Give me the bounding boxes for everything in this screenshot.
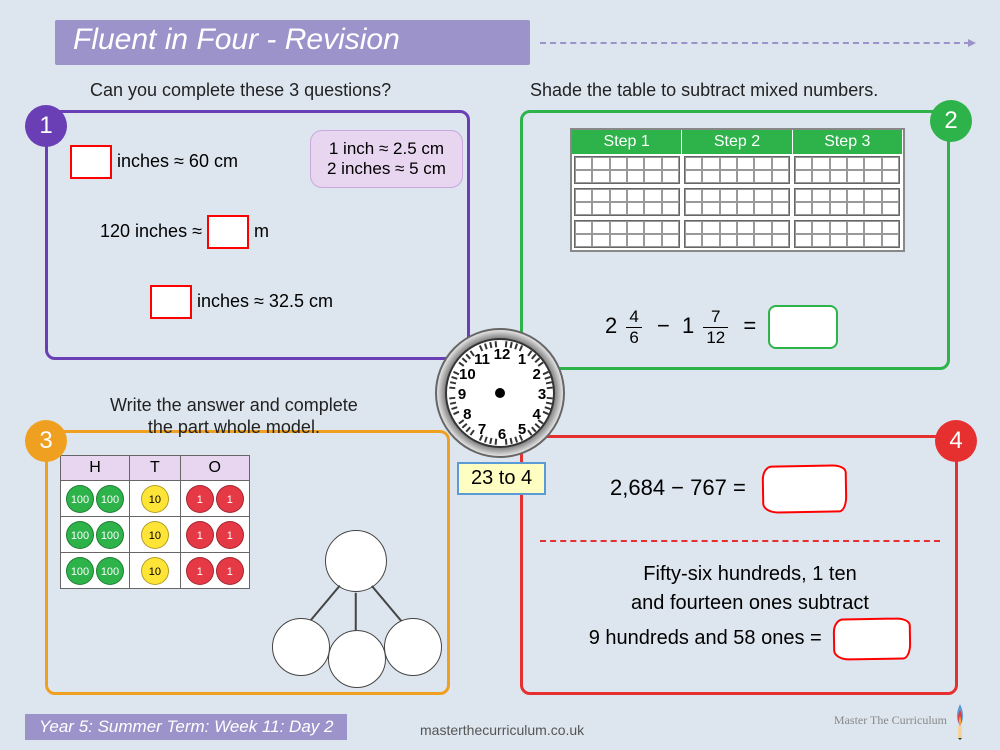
badge-3: 3 bbox=[25, 420, 67, 462]
panel1-line1: inches ≈ 60 cm bbox=[70, 145, 238, 179]
grid-body bbox=[572, 154, 903, 250]
badge-4: 4 bbox=[935, 420, 977, 462]
grid-block[interactable] bbox=[684, 220, 790, 248]
eq-eq: = bbox=[737, 313, 762, 338]
grid-block[interactable] bbox=[574, 220, 680, 248]
panel4-worded: Fifty-six hundreds, 1 ten and fourteen o… bbox=[560, 560, 940, 660]
answer-box-2[interactable] bbox=[768, 305, 838, 349]
coin-100: 100 bbox=[66, 485, 94, 513]
panel4-eq1: 2,684 − 767 = bbox=[610, 465, 847, 513]
coin-10: 10 bbox=[141, 557, 169, 585]
footer: Year 5: Summer Term: Week 11: Day 2 bbox=[25, 714, 347, 740]
answer-box-1b[interactable] bbox=[207, 215, 249, 249]
grid-block[interactable] bbox=[684, 156, 790, 184]
time-label: 23 to 4 bbox=[457, 462, 546, 495]
answer-box-4a[interactable] bbox=[762, 464, 848, 513]
coin-10: 10 bbox=[141, 521, 169, 549]
step1-header: Step 1 bbox=[572, 130, 682, 154]
grid-block[interactable] bbox=[794, 156, 900, 184]
logo: Master The Curriculum bbox=[834, 702, 970, 740]
clock-num-12: 12 bbox=[492, 346, 512, 363]
step2-header: Step 2 bbox=[682, 130, 792, 154]
grid-block[interactable] bbox=[574, 188, 680, 216]
pw-line2 bbox=[355, 593, 357, 633]
coin-10: 10 bbox=[141, 485, 169, 513]
grid-block[interactable] bbox=[684, 188, 790, 216]
coin-100: 100 bbox=[96, 521, 124, 549]
hto-table: H T O 100100101110010010111001001011 bbox=[60, 455, 250, 589]
panel1-line3: inches ≈ 32.5 cm bbox=[150, 285, 333, 319]
answer-box-1c[interactable] bbox=[150, 285, 192, 319]
site-url: masterthecurriculum.co.uk bbox=[420, 722, 584, 738]
grid-block[interactable] bbox=[574, 156, 680, 184]
coin-1: 1 bbox=[186, 521, 214, 549]
step-table: Step 1 Step 2 Step 3 bbox=[570, 128, 905, 252]
pw-part3[interactable] bbox=[384, 618, 442, 676]
pw-whole[interactable] bbox=[325, 530, 387, 592]
line2-suffix: m bbox=[254, 221, 269, 241]
badge-1: 1 bbox=[25, 105, 67, 147]
clock: 123456789101112 bbox=[435, 328, 565, 458]
hto-o: O bbox=[180, 456, 249, 481]
clock-center-dot bbox=[495, 388, 505, 398]
page-title: Fluent in Four - Revision bbox=[55, 20, 530, 65]
answer-box-1a[interactable] bbox=[70, 145, 112, 179]
coin-100: 100 bbox=[66, 557, 94, 585]
panel1-prompt: Can you complete these 3 questions? bbox=[90, 80, 391, 101]
coin-1: 1 bbox=[186, 557, 214, 585]
hto-t: T bbox=[130, 456, 181, 481]
header-arrow bbox=[540, 42, 970, 44]
panel2-equation: 2 46 − 1 712 = bbox=[605, 305, 838, 349]
panel3-prompt: Write the answer and complete the part w… bbox=[110, 395, 358, 438]
hint-box: 1 inch ≈ 2.5 cm 2 inches ≈ 5 cm bbox=[310, 130, 463, 188]
panel1-line2: 120 inches ≈ m bbox=[100, 215, 269, 249]
eq-w1: 2 bbox=[605, 313, 617, 338]
line1-text: inches ≈ 60 cm bbox=[117, 151, 238, 171]
coin-1: 1 bbox=[216, 485, 244, 513]
answer-box-4b[interactable] bbox=[833, 617, 912, 660]
step3-header: Step 3 bbox=[793, 130, 903, 154]
hint2: 2 inches ≈ 5 cm bbox=[327, 159, 446, 179]
divider-dashed bbox=[540, 540, 940, 542]
coin-100: 100 bbox=[96, 557, 124, 585]
clock-num-10: 10 bbox=[457, 366, 477, 383]
clock-face: 123456789101112 bbox=[445, 338, 555, 448]
eq-w2: 1 bbox=[682, 313, 694, 338]
line3-text: inches ≈ 32.5 cm bbox=[197, 291, 333, 311]
panel2-prompt: Shade the table to subtract mixed number… bbox=[530, 80, 878, 101]
coin-1: 1 bbox=[186, 485, 214, 513]
hto-h: H bbox=[61, 456, 130, 481]
grid-block[interactable] bbox=[794, 220, 900, 248]
eq-minus: − bbox=[651, 313, 676, 338]
coin-100: 100 bbox=[96, 485, 124, 513]
pw-part2[interactable] bbox=[328, 630, 386, 688]
line2-prefix: 120 inches ≈ bbox=[100, 221, 202, 241]
coin-1: 1 bbox=[216, 557, 244, 585]
coin-1: 1 bbox=[216, 521, 244, 549]
grid-block[interactable] bbox=[794, 188, 900, 216]
hint1: 1 inch ≈ 2.5 cm bbox=[327, 139, 446, 159]
badge-2: 2 bbox=[930, 100, 972, 142]
clock-num-11: 11 bbox=[472, 351, 492, 368]
pw-part1[interactable] bbox=[272, 618, 330, 676]
coin-100: 100 bbox=[66, 521, 94, 549]
flame-icon bbox=[950, 702, 970, 740]
